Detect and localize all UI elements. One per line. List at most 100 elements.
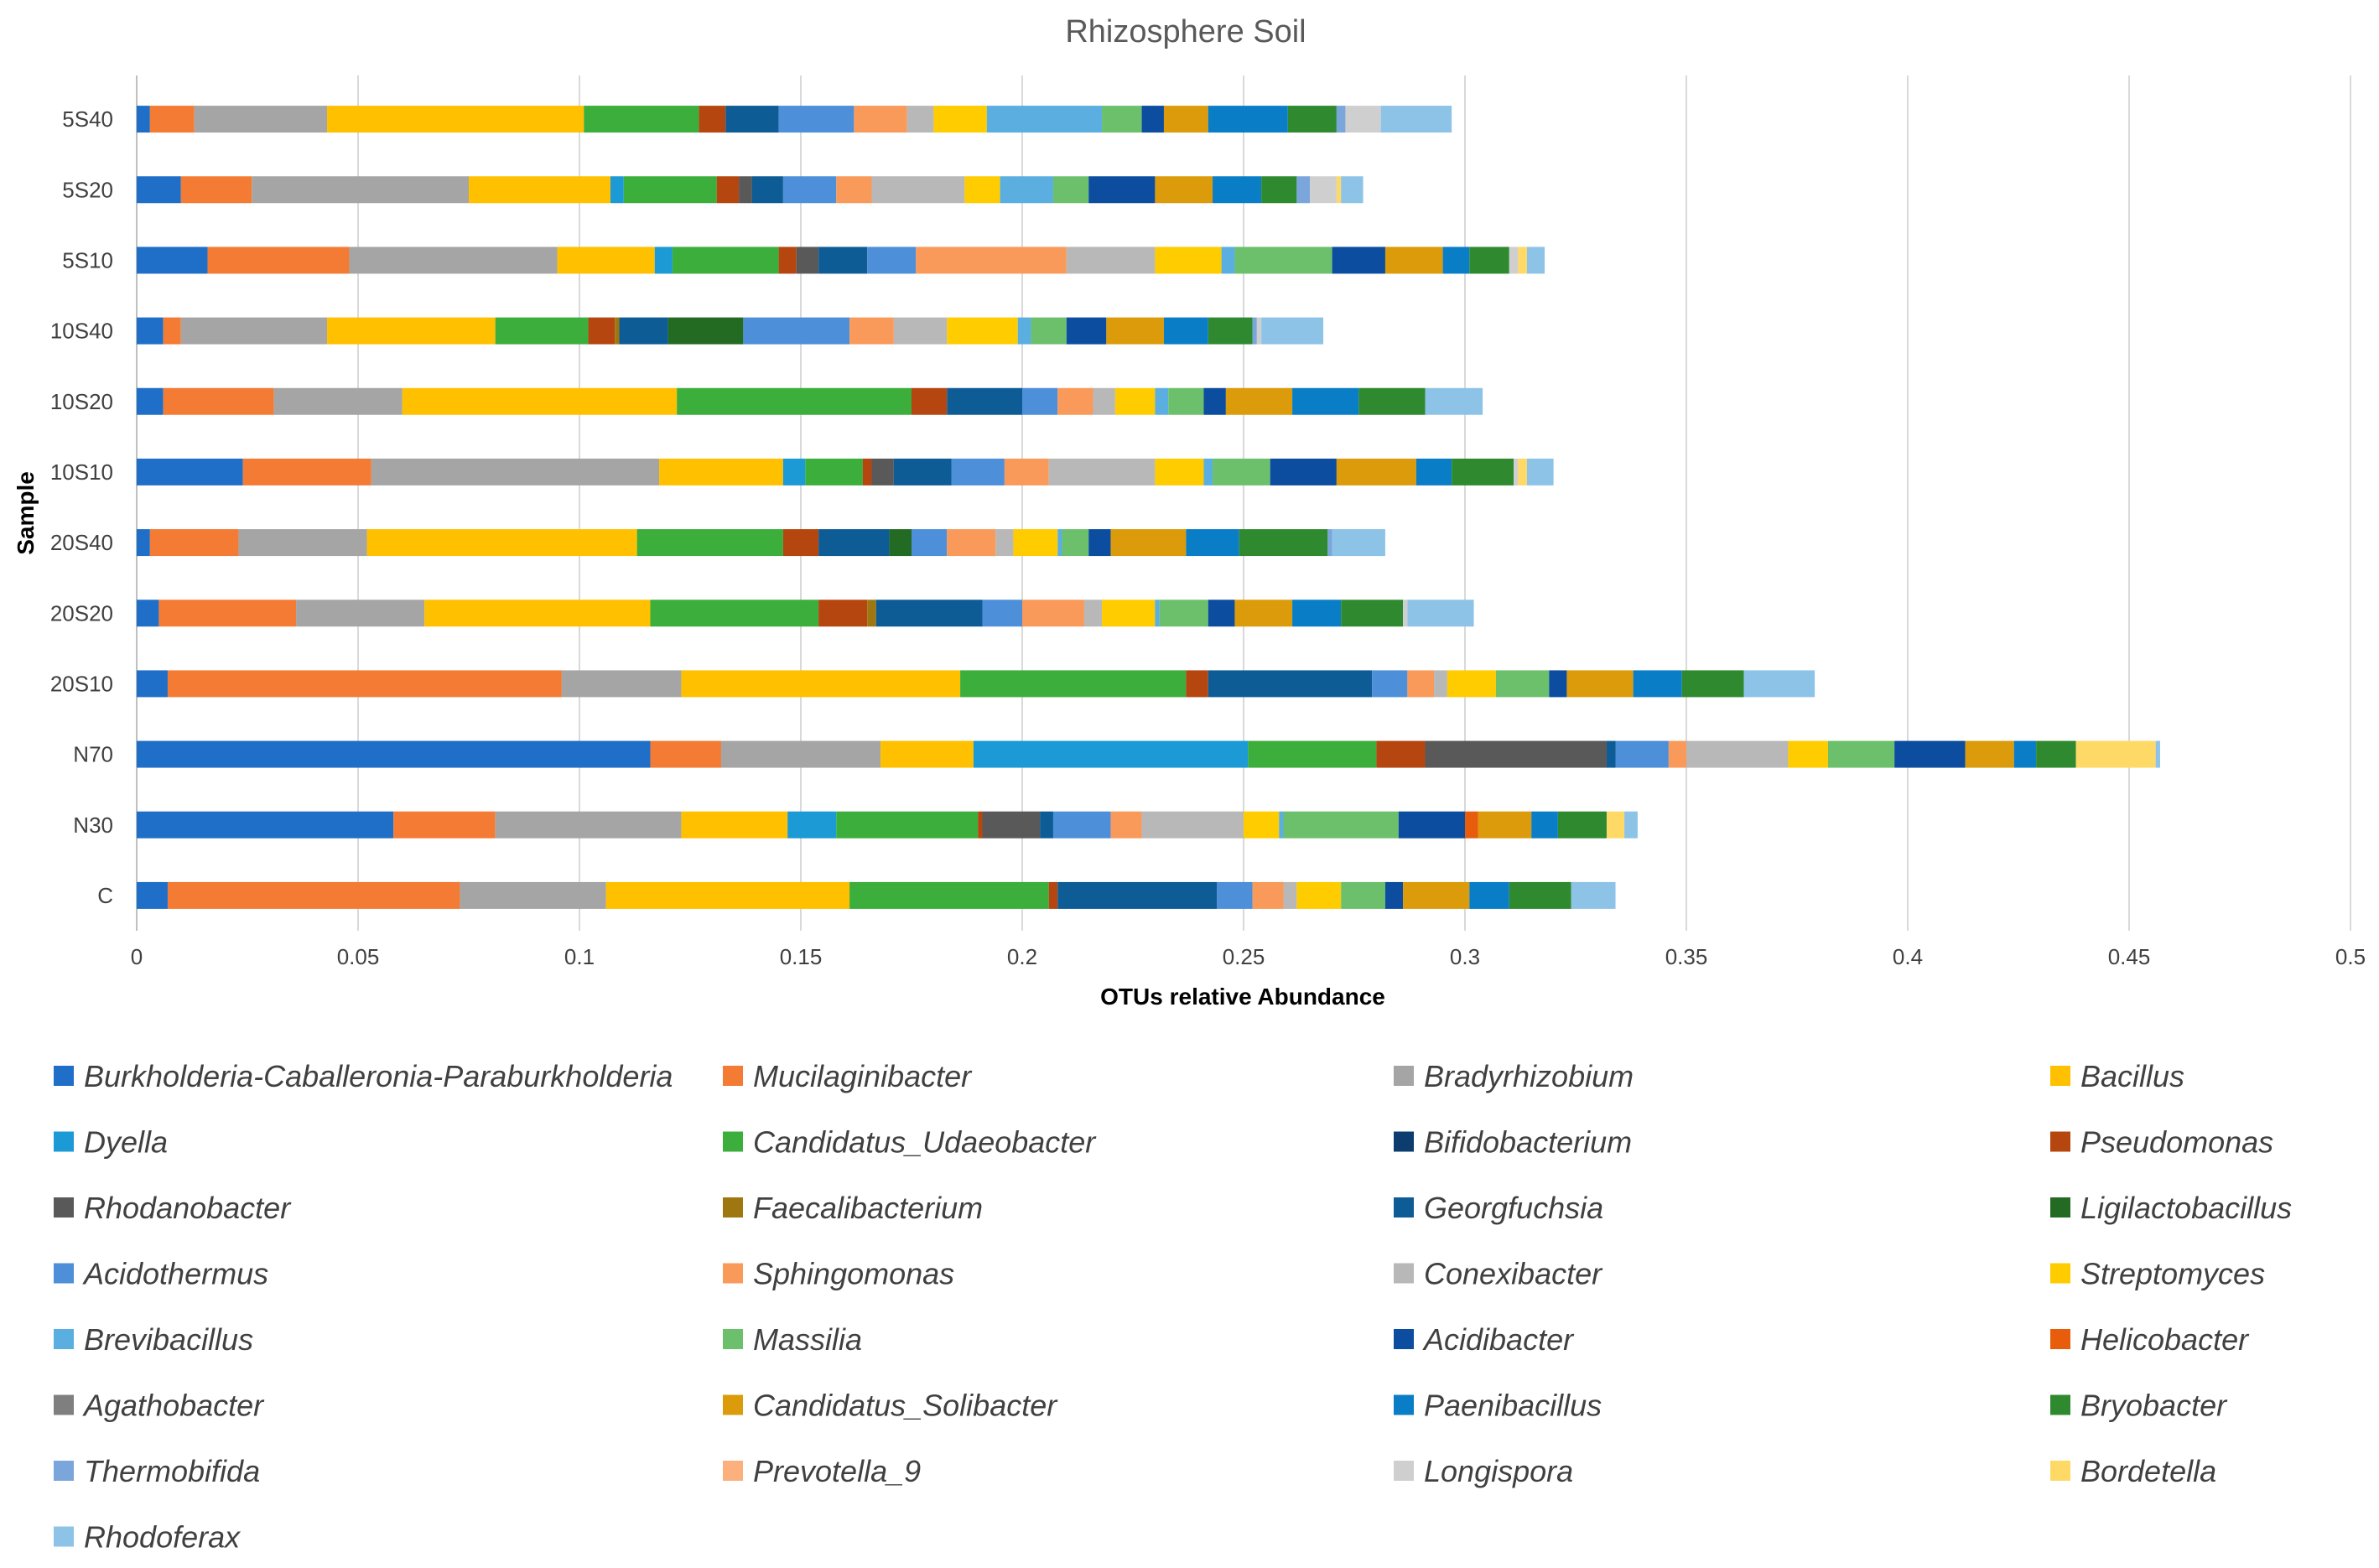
bar-segment <box>137 600 159 627</box>
bar-segment <box>1114 387 1156 415</box>
legend-swatch <box>2050 1131 2070 1152</box>
bar-segment <box>1469 247 1509 274</box>
bar-segment <box>1163 106 1208 133</box>
bar-segment <box>743 317 850 345</box>
bar-segment <box>889 529 912 557</box>
bar-segment <box>158 600 297 627</box>
bar-segment <box>973 740 1249 768</box>
legend-label: Sphingomonas <box>753 1257 954 1291</box>
bar-segment <box>725 106 779 133</box>
bar-segment <box>137 740 651 768</box>
bar-segment <box>1403 600 1408 627</box>
y-tick-label: 20S20 <box>50 600 113 626</box>
bar-segment <box>1163 317 1208 345</box>
bar-segment <box>1208 600 1235 627</box>
legend-swatch <box>1394 1394 1414 1415</box>
bar-segment <box>1155 387 1169 415</box>
x-tick-label: 0.5 <box>2335 944 2366 969</box>
bar-segment <box>1380 106 1452 133</box>
bar-segment <box>1208 317 1253 345</box>
legend-label: Thermobifida <box>84 1454 260 1488</box>
y-tick-labels: 5S40 5S20 5S10 10S40 10S20 10S10 20S40 20S20 20S… <box>50 106 113 908</box>
legend-swatch <box>723 1394 743 1415</box>
bar-segment <box>1155 600 1160 627</box>
bar-segment <box>194 106 328 133</box>
bar-segment <box>1057 387 1093 415</box>
bar-segment <box>1052 176 1089 204</box>
bar-segment <box>978 811 983 839</box>
bar-segment <box>1252 881 1284 909</box>
bar-segment <box>1788 740 1828 768</box>
bar-segment <box>818 247 868 274</box>
bar-segment <box>1478 811 1532 839</box>
bar-segment <box>2013 740 2037 768</box>
legend-swatch <box>54 1131 74 1152</box>
legend-swatch <box>1394 1197 1414 1218</box>
legend-swatch <box>723 1461 743 1481</box>
bar-segment <box>739 176 752 204</box>
legend-label: Prevotella_9 <box>753 1454 921 1488</box>
bar-segment <box>371 458 660 485</box>
legend-label: Bifidobacterium <box>1424 1125 1632 1160</box>
bar-segment <box>1526 247 1545 274</box>
legend-swatch <box>1394 1329 1414 1349</box>
bar-segment <box>1310 176 1337 204</box>
bar-segment <box>982 811 1041 839</box>
bar-segment <box>1022 600 1084 627</box>
bar-segment <box>1292 600 1342 627</box>
legend-label: Rhodanobacter <box>84 1191 292 1225</box>
legend-label: Ligilactobacillus <box>2080 1191 2292 1225</box>
bar-segment <box>1110 529 1187 557</box>
bar-segment <box>137 247 208 274</box>
bar-segment <box>1606 811 1625 839</box>
bar-segment <box>1327 529 1332 557</box>
bar-segment <box>1296 881 1342 909</box>
bar-segment <box>273 387 403 415</box>
bars <box>137 106 2160 909</box>
legend-swatch <box>54 1526 74 1547</box>
bar-segment <box>1052 811 1111 839</box>
bar-segment <box>1225 387 1293 415</box>
legend-label: Streptomyces <box>2080 1257 2265 1291</box>
bar-segment <box>1155 176 1213 204</box>
bar-segment <box>1203 387 1226 415</box>
bar-segment <box>619 317 668 345</box>
bar-segment <box>1518 247 1527 274</box>
bar-segment <box>1407 600 1474 627</box>
bar-segment <box>667 317 744 345</box>
bar-segment <box>1557 811 1607 839</box>
bar-segment <box>880 740 974 768</box>
legend-swatch <box>2050 1329 2070 1349</box>
bar-segment <box>349 247 558 274</box>
bar-segment <box>1270 458 1337 485</box>
bar-segment <box>787 811 837 839</box>
bar-segment <box>137 811 394 839</box>
bar-segment <box>1057 529 1062 557</box>
bar-segment <box>1248 740 1377 768</box>
legend-label: Conexibacter <box>1424 1257 1603 1291</box>
legend-label: Acidibacter <box>1422 1322 1575 1357</box>
bar-segment <box>1252 317 1257 345</box>
bar-segment <box>1083 600 1103 627</box>
bar-segment <box>1403 881 1470 909</box>
bar-segment <box>296 600 425 627</box>
bar-segment <box>1088 176 1156 204</box>
legend-label: Pseudomonas <box>2080 1125 2273 1160</box>
legend: Burkholderia-Caballeronia-Paraburkholder… <box>54 1059 2292 1555</box>
bar-segment <box>1345 106 1381 133</box>
legend-swatch <box>2050 1197 2070 1218</box>
bar-segment <box>1279 811 1284 839</box>
bar-segment <box>854 106 907 133</box>
legend-label: Bradyrhizobium <box>1424 1059 1634 1093</box>
y-tick-label: N70 <box>73 742 113 767</box>
bar-segment <box>1615 740 1669 768</box>
bar-segment <box>623 176 717 204</box>
bar-segment <box>1566 670 1634 698</box>
legend-swatch <box>2050 1263 2070 1284</box>
bar-segment <box>561 670 682 698</box>
bar-segment <box>1159 600 1208 627</box>
bar-segment <box>1141 811 1244 839</box>
legend-label: Massilia <box>753 1322 862 1357</box>
legend-swatch <box>1394 1461 1414 1481</box>
legend-swatch <box>723 1329 743 1349</box>
